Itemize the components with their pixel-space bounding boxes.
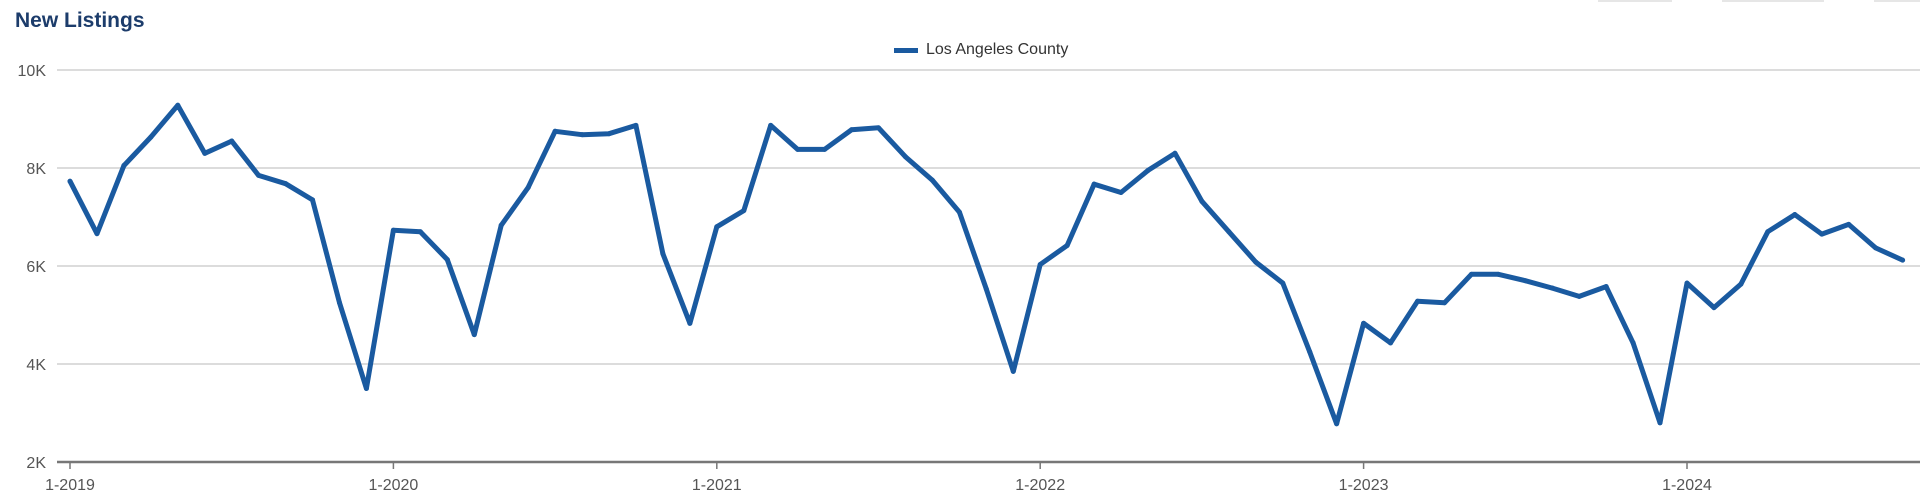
x-tick-label: 1-2020 [368,477,418,494]
chart-title: New Listings [15,9,145,32]
data-point [741,208,747,214]
data-point [1441,300,1447,306]
data-point [1522,278,1528,284]
data-point [337,300,342,306]
data-point [849,127,855,133]
data-point [1199,198,1205,204]
legend-swatch [894,47,918,53]
data-point [1792,212,1798,218]
data-point [876,125,881,131]
data-point [1819,231,1825,237]
data-point [902,154,908,160]
data-point [956,209,962,215]
gridlines [57,69,1920,365]
data-point [1253,259,1259,265]
data-point [1280,280,1286,286]
x-tick-label: 1-2023 [1339,477,1389,494]
data-point [1361,320,1367,326]
data-point [633,122,639,128]
data-point [1711,305,1717,311]
data-point [1388,340,1394,346]
data-point [795,146,801,152]
x-tick-label: 1-2019 [45,477,95,494]
data-point [1657,420,1663,426]
data-point [498,222,504,228]
data-point [94,231,100,237]
data-point [1873,245,1879,251]
y-tick-label: 4K [26,357,46,374]
y-axis-ticks: 2K 4K 6K 8K 10K [18,63,47,472]
data-point [822,146,828,152]
data-point [1603,284,1609,290]
data-point [1630,340,1636,346]
data-point [310,197,316,203]
data-point [1468,271,1474,277]
data-point [1684,280,1690,286]
data-point [1307,349,1313,355]
data-point [983,286,989,292]
data-point [1064,242,1070,248]
data-point [1010,368,1016,374]
data-point [417,229,423,235]
data-point [1576,293,1582,299]
x-tick-label: 1-2022 [1015,477,1065,494]
data-point [1549,285,1555,291]
toolbar-button[interactable] [1722,0,1824,2]
data-point [1118,190,1124,195]
data-point [471,332,477,338]
data-point [148,134,154,140]
data-point [175,102,181,108]
series-layer [67,102,1906,427]
data-point [1495,271,1501,277]
data-point [552,128,558,134]
data-point [1091,181,1097,187]
chart-legend[interactable]: Los Angeles County [894,41,1068,59]
data-point [363,386,369,391]
toolbar-button[interactable] [1598,0,1672,2]
data-point [714,224,720,230]
series-line [67,102,1906,427]
y-tick-label: 6K [26,259,46,276]
data-point [768,122,774,128]
data-point [929,177,935,183]
x-axis: 1-2019 1-2020 1-2021 1-2022 1-2023 1-2024 [45,460,1920,494]
data-point [121,163,127,169]
y-tick-label: 10K [18,63,47,80]
data-point [256,172,262,178]
data-point [606,131,612,137]
y-tick-label: 2K [26,455,46,472]
data-point [1334,421,1340,427]
data-point [1172,150,1178,156]
data-point [283,181,289,187]
x-tick-label: 1-2024 [1662,477,1712,494]
data-point [1415,298,1420,304]
data-point [525,185,531,191]
data-point [660,251,666,257]
data-point [390,227,396,233]
data-point [579,132,585,138]
data-point [1037,262,1043,268]
x-tick-label: 1-2021 [692,477,742,494]
y-tick-label: 8K [26,161,46,178]
data-point [444,257,450,263]
legend-label: Los Angeles County [926,41,1069,58]
data-point [1738,281,1744,287]
data-point [1900,257,1906,263]
data-point [202,150,208,156]
data-point [1765,229,1771,235]
toolbar-button[interactable] [1874,0,1920,2]
data-point [229,138,235,144]
data-point [1145,167,1151,173]
data-point [1846,221,1852,227]
data-point [687,320,693,326]
data-point [1226,229,1232,235]
data-point [67,178,73,184]
